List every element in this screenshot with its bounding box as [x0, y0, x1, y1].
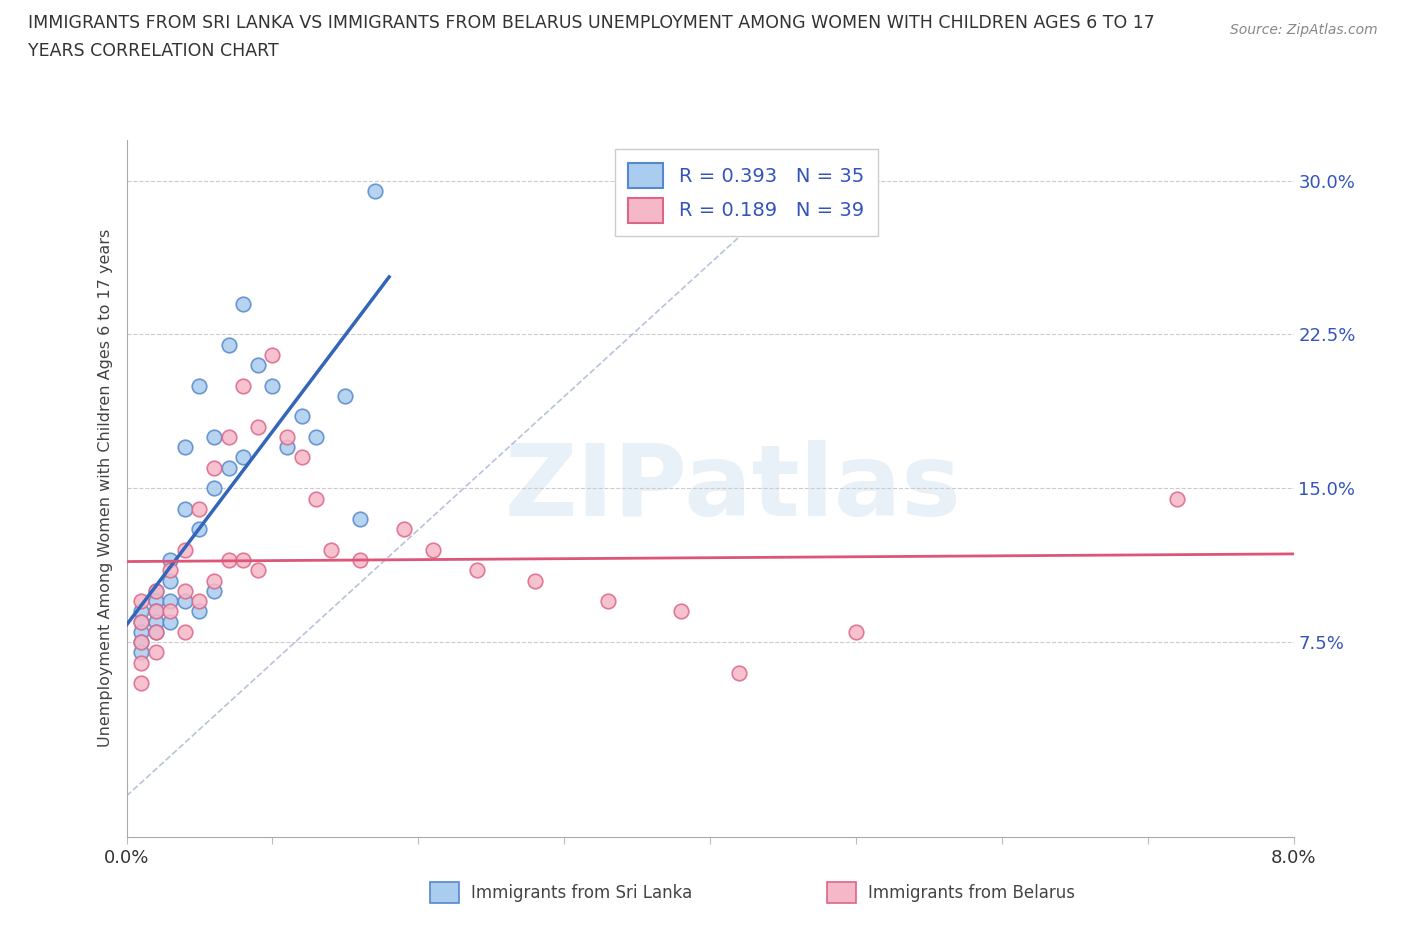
Text: ZIPatlas: ZIPatlas — [505, 440, 962, 537]
Point — [159, 552, 181, 567]
Point — [335, 389, 357, 404]
Point — [232, 379, 254, 393]
Point — [218, 460, 240, 475]
Point — [159, 604, 181, 618]
Point — [188, 593, 211, 608]
Point — [202, 583, 225, 598]
Text: Immigrants from Sri Lanka: Immigrants from Sri Lanka — [471, 884, 692, 902]
Point — [290, 450, 312, 465]
Point — [728, 666, 751, 681]
Point — [246, 419, 269, 434]
Point — [523, 573, 546, 588]
Point — [262, 348, 284, 363]
Point — [174, 624, 197, 639]
Point — [1166, 491, 1188, 506]
Point — [202, 481, 225, 496]
Point — [276, 430, 298, 445]
Point — [246, 563, 269, 578]
FancyBboxPatch shape — [827, 883, 856, 903]
Point — [145, 583, 167, 598]
Point — [174, 593, 197, 608]
FancyBboxPatch shape — [430, 883, 460, 903]
Point — [188, 604, 211, 618]
Point — [145, 624, 167, 639]
Point — [188, 379, 211, 393]
Point — [232, 552, 254, 567]
Point — [262, 379, 284, 393]
Point — [159, 614, 181, 629]
Point — [145, 593, 167, 608]
Point — [129, 604, 152, 618]
Point — [290, 409, 312, 424]
Point — [188, 501, 211, 516]
Point — [129, 593, 152, 608]
Point — [145, 583, 167, 598]
Point — [145, 614, 167, 629]
Point — [159, 563, 181, 578]
Point — [145, 624, 167, 639]
Point — [129, 634, 152, 649]
Point — [145, 644, 167, 659]
Text: Immigrants from Belarus: Immigrants from Belarus — [868, 884, 1074, 902]
Legend: R = 0.393   N = 35, R = 0.189   N = 39: R = 0.393 N = 35, R = 0.189 N = 39 — [614, 149, 877, 236]
Point — [422, 542, 444, 557]
Y-axis label: Unemployment Among Women with Children Ages 6 to 17 years: Unemployment Among Women with Children A… — [97, 229, 112, 748]
Point — [363, 183, 385, 198]
Point — [129, 624, 152, 639]
Point — [129, 644, 152, 659]
Point — [145, 604, 167, 618]
Point — [159, 573, 181, 588]
Point — [202, 460, 225, 475]
Point — [305, 430, 328, 445]
Point — [305, 491, 328, 506]
Point — [845, 624, 868, 639]
Point — [319, 542, 342, 557]
Point — [669, 604, 692, 618]
Text: IMMIGRANTS FROM SRI LANKA VS IMMIGRANTS FROM BELARUS UNEMPLOYMENT AMONG WOMEN WI: IMMIGRANTS FROM SRI LANKA VS IMMIGRANTS … — [28, 14, 1154, 32]
Point — [596, 593, 619, 608]
Point — [174, 542, 197, 557]
Point — [232, 450, 254, 465]
Point — [145, 604, 167, 618]
Point — [129, 634, 152, 649]
Text: Source: ZipAtlas.com: Source: ZipAtlas.com — [1230, 23, 1378, 37]
Point — [218, 430, 240, 445]
Point — [465, 563, 488, 578]
Point — [232, 296, 254, 311]
Point — [349, 552, 371, 567]
Point — [276, 440, 298, 455]
Point — [188, 522, 211, 537]
Point — [129, 614, 152, 629]
Point — [129, 656, 152, 671]
Point — [246, 358, 269, 373]
Point — [218, 338, 240, 352]
Point — [218, 552, 240, 567]
Point — [202, 573, 225, 588]
Point — [174, 583, 197, 598]
Text: YEARS CORRELATION CHART: YEARS CORRELATION CHART — [28, 42, 278, 60]
Point — [392, 522, 415, 537]
Point — [129, 676, 152, 691]
Point — [202, 430, 225, 445]
Point — [349, 512, 371, 526]
Point — [174, 440, 197, 455]
Point — [174, 501, 197, 516]
Point — [159, 593, 181, 608]
Point — [129, 614, 152, 629]
